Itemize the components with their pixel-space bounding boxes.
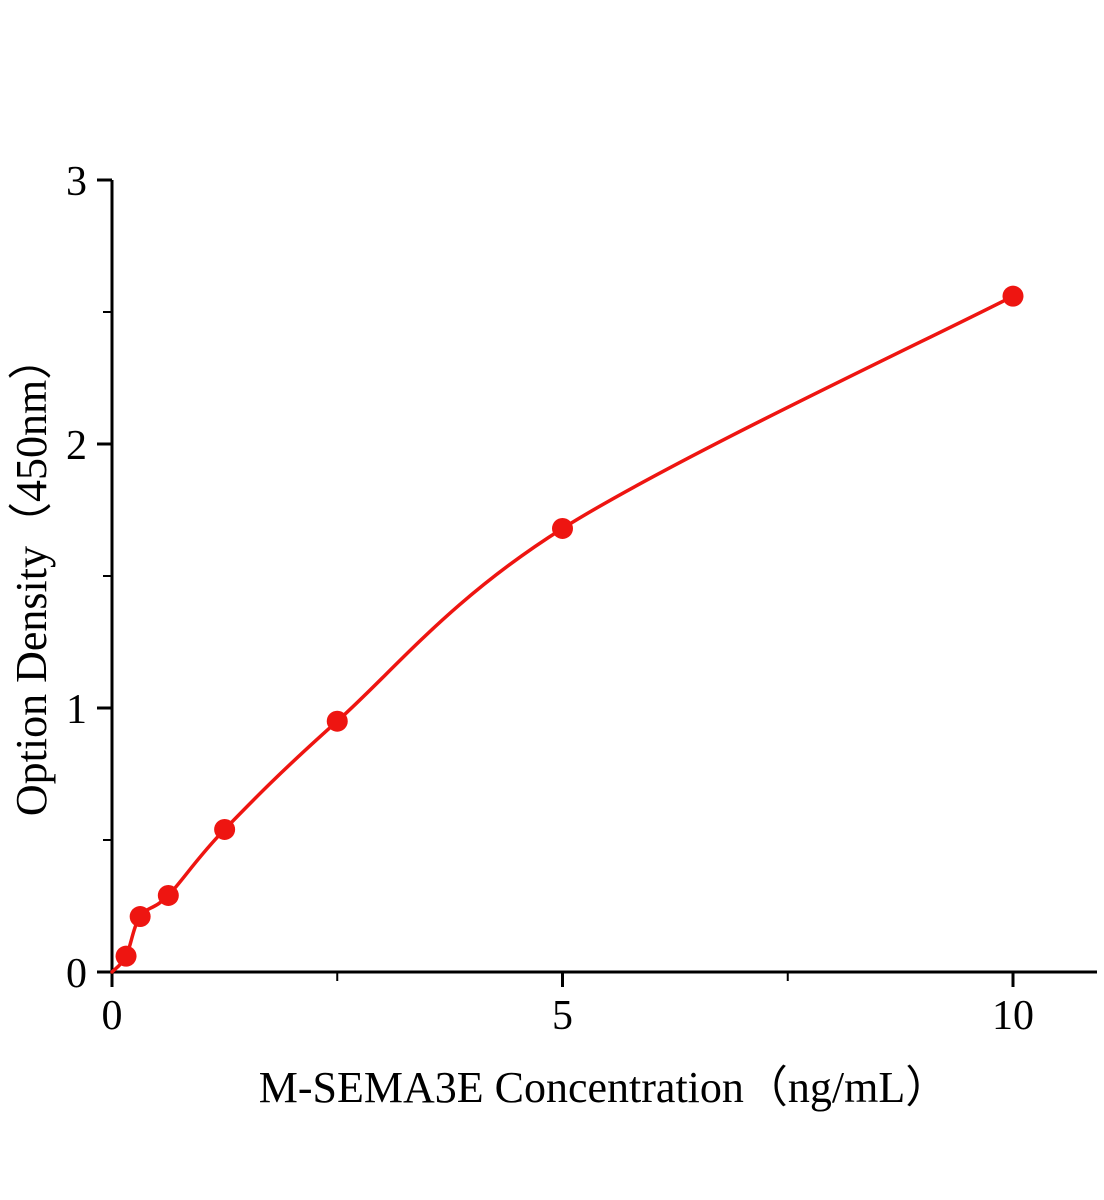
data-series-group [110, 285, 1024, 974]
data-point [129, 906, 151, 928]
y-tick-label: 1 [66, 687, 87, 733]
y-tick-label: 3 [66, 159, 87, 205]
data-point [115, 945, 137, 967]
data-point [1002, 285, 1024, 307]
data-point [157, 884, 179, 906]
data-point [214, 818, 236, 840]
x-tick-label: 10 [992, 993, 1034, 1039]
data-point [326, 710, 348, 732]
x-tick-label: 0 [102, 993, 123, 1039]
y-tick-label: 2 [66, 423, 87, 469]
y-axis-title: Option Density（450nm） [7, 336, 56, 816]
ticks-group [97, 178, 1015, 987]
x-tick-label: 5 [552, 993, 573, 1039]
axes-group [110, 180, 1097, 974]
fit-curve [110, 294, 1015, 974]
tick-labels-group: 0 5 10 0 1 2 3 [66, 159, 1034, 1039]
x-axis-title: M-SEMA3E Concentration（ng/mL） [259, 1063, 950, 1112]
data-point [552, 517, 573, 539]
y-tick-label: 0 [66, 951, 87, 997]
